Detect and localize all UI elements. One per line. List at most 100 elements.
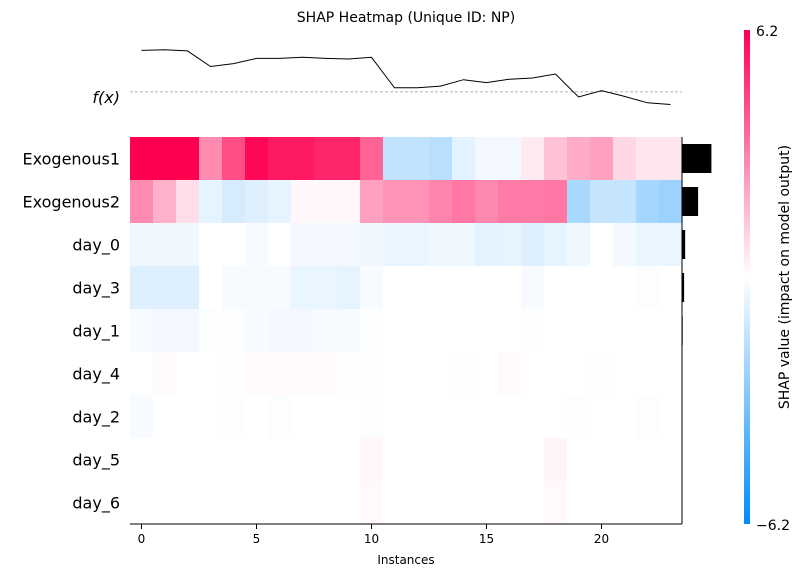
importance-bars — [682, 144, 711, 517]
fx-line — [142, 50, 671, 105]
heatmap-cell — [636, 352, 660, 396]
heatmap-cell — [291, 223, 315, 267]
heatmap-cell — [199, 395, 223, 439]
heatmap-cell — [521, 438, 545, 482]
heatmap-cell — [659, 223, 683, 267]
heatmap-cell — [521, 352, 545, 396]
heatmap-cell — [429, 481, 453, 525]
heatmap-cell — [222, 137, 246, 181]
heatmap-cell — [521, 180, 545, 224]
heatmap-cell — [498, 137, 522, 181]
heatmap-cell — [130, 438, 154, 482]
heatmap-cell — [199, 481, 223, 525]
heatmap-cell — [452, 309, 476, 353]
heatmap-cell — [291, 438, 315, 482]
heatmap-cell — [360, 223, 384, 267]
fx-line-panel: f(x) — [92, 50, 682, 107]
heatmap-cell — [406, 137, 430, 181]
x-tick-label: 5 — [253, 532, 261, 546]
heatmap-cell — [199, 352, 223, 396]
heatmap-cell — [567, 395, 591, 439]
heatmap-cell — [636, 481, 660, 525]
heatmap-cell — [337, 266, 361, 310]
heatmap-cell — [590, 352, 614, 396]
heatmap-cell — [153, 395, 177, 439]
heatmap-cell — [360, 352, 384, 396]
heatmap-cell — [452, 481, 476, 525]
heatmap-cell — [130, 137, 154, 181]
heatmap-cell — [613, 180, 637, 224]
heatmap-cell — [153, 180, 177, 224]
heatmap-cell — [360, 309, 384, 353]
fx-label: f(x) — [92, 88, 120, 107]
heatmap-cell — [222, 352, 246, 396]
heatmap-cell — [613, 352, 637, 396]
heatmap-cell — [498, 438, 522, 482]
heatmap-cell — [153, 438, 177, 482]
heatmap-cell — [222, 309, 246, 353]
heatmap-cell — [199, 137, 223, 181]
heatmap-cell — [498, 266, 522, 310]
heatmap-cell — [590, 481, 614, 525]
heatmap-cell — [406, 180, 430, 224]
heatmap-cell — [291, 481, 315, 525]
heatmap-cell — [475, 266, 499, 310]
heatmap-cell — [130, 266, 154, 310]
heatmap-cell — [613, 481, 637, 525]
feature-label: day_6 — [72, 494, 120, 514]
importance-bar — [682, 230, 685, 259]
heatmap-cell — [659, 352, 683, 396]
heatmap-cell — [429, 223, 453, 267]
heatmap-cell — [406, 223, 430, 267]
heatmap-cell — [314, 266, 338, 310]
heatmap-cell — [383, 137, 407, 181]
heatmap-cell — [475, 180, 499, 224]
heatmap-cell — [314, 481, 338, 525]
heatmap-cell — [659, 180, 683, 224]
heatmap-cell — [567, 438, 591, 482]
heatmap-cell — [544, 352, 568, 396]
heatmap-cell — [544, 137, 568, 181]
heatmap-cell — [153, 352, 177, 396]
heatmap-cell — [383, 395, 407, 439]
heatmap-cell — [383, 481, 407, 525]
heatmap-cell — [544, 395, 568, 439]
heatmap-cell — [429, 352, 453, 396]
heatmap-cell — [406, 309, 430, 353]
importance-bar — [682, 187, 698, 216]
heatmap-cell — [268, 223, 292, 267]
heatmap-cell — [636, 438, 660, 482]
heatmap-cell — [337, 309, 361, 353]
heatmap-cell — [176, 309, 200, 353]
heatmap-cell — [360, 180, 384, 224]
heatmap-cell — [291, 309, 315, 353]
heatmap-cell — [590, 395, 614, 439]
heatmap-cell — [245, 180, 269, 224]
heatmap-cell — [314, 395, 338, 439]
heatmap-cell — [291, 137, 315, 181]
heatmap-cell — [452, 180, 476, 224]
heatmap-cell — [245, 352, 269, 396]
heatmap-cell — [314, 309, 338, 353]
heatmap-cell — [153, 309, 177, 353]
heatmap-cell — [636, 180, 660, 224]
colorbar-label: SHAP value (impact on model output) — [777, 145, 793, 409]
heatmap-cell — [199, 309, 223, 353]
heatmap-cell — [153, 481, 177, 525]
heatmap-cell — [475, 481, 499, 525]
heatmap-cell — [337, 395, 361, 439]
heatmap-cell — [590, 309, 614, 353]
heatmap-cell — [498, 352, 522, 396]
heatmap-grid — [130, 137, 683, 525]
heatmap-cell — [498, 223, 522, 267]
heatmap-cell — [360, 395, 384, 439]
heatmap-cell — [521, 395, 545, 439]
heatmap-cell — [314, 352, 338, 396]
heatmap-cell — [199, 180, 223, 224]
heatmap-cell — [245, 137, 269, 181]
x-tick-label: 0 — [138, 532, 146, 546]
heatmap-cell — [199, 223, 223, 267]
heatmap-cell — [360, 266, 384, 310]
